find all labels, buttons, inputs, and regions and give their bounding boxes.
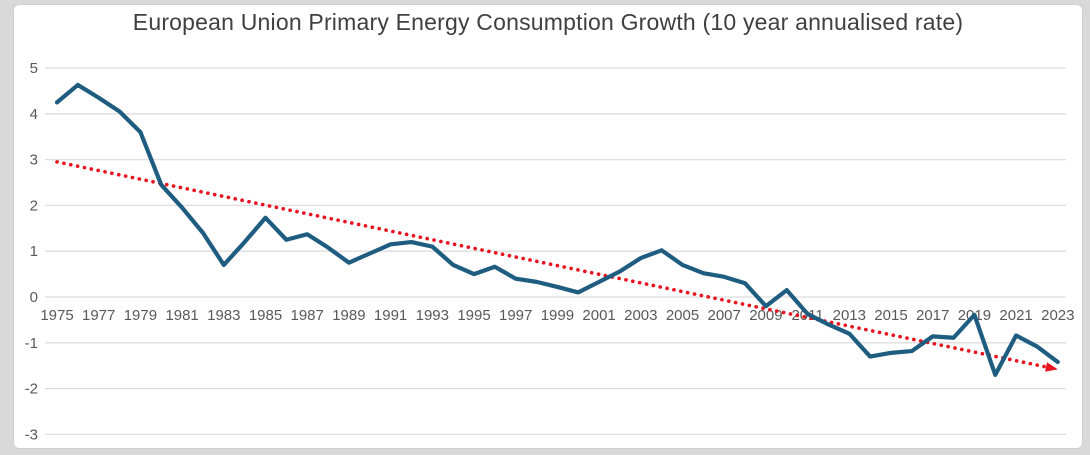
x-axis-tick-label: 1997 [499, 307, 532, 324]
y-axis-tick-label: 2 [30, 197, 38, 214]
x-axis-tick-label: 1975 [40, 307, 73, 324]
y-axis-tick-label: 5 [30, 60, 38, 77]
x-axis-tick-label: 2003 [624, 307, 657, 324]
y-axis-tick-label: 0 [30, 289, 38, 306]
x-axis-tick-label: 1999 [541, 307, 574, 324]
x-axis-tick-label: 2017 [916, 307, 949, 324]
y-axis-tick-label: -2 [25, 381, 38, 398]
x-axis-tick-label: 1983 [207, 307, 240, 324]
x-axis-tick-label: 2001 [582, 307, 615, 324]
energy-growth-line [54, 82, 1060, 377]
x-axis-tick-label: 2009 [749, 307, 782, 324]
y-axis-tick-label: 4 [30, 106, 38, 123]
x-axis-tick-label: 2015 [874, 307, 907, 324]
y-axis-tick-label: -1 [25, 335, 38, 352]
x-axis-tick-label: 1987 [291, 307, 324, 324]
y-axis-tick-label: 3 [30, 152, 38, 169]
x-axis-tick-label: 2013 [833, 307, 866, 324]
x-axis-tick-label: 2007 [708, 307, 741, 324]
y-axis-tick-label: -3 [25, 426, 38, 443]
x-axis-tick-label: 2023 [1041, 307, 1074, 324]
x-axis-tick-label: 1991 [374, 307, 407, 324]
x-axis-tick-label: 2021 [999, 307, 1032, 324]
x-axis-tick-label: 1989 [332, 307, 365, 324]
trend-arrowhead-icon [1045, 362, 1058, 372]
x-axis-tick-label: 1977 [82, 307, 115, 324]
x-axis-tick-label: 2005 [666, 307, 699, 324]
chart-title: European Union Primary Energy Consumptio… [132, 9, 964, 35]
trend-line [55, 160, 1048, 369]
x-axis-tick-label: 1981 [165, 307, 198, 324]
x-axis-tick-label: 1985 [249, 307, 282, 324]
y-axis-tick-label: 1 [30, 243, 38, 260]
x-axis-tick-label: 1995 [457, 307, 490, 324]
x-axis-tick-label: 1993 [416, 307, 449, 324]
x-axis-tick-label: 1979 [124, 307, 157, 324]
chart-panel [13, 4, 1083, 449]
